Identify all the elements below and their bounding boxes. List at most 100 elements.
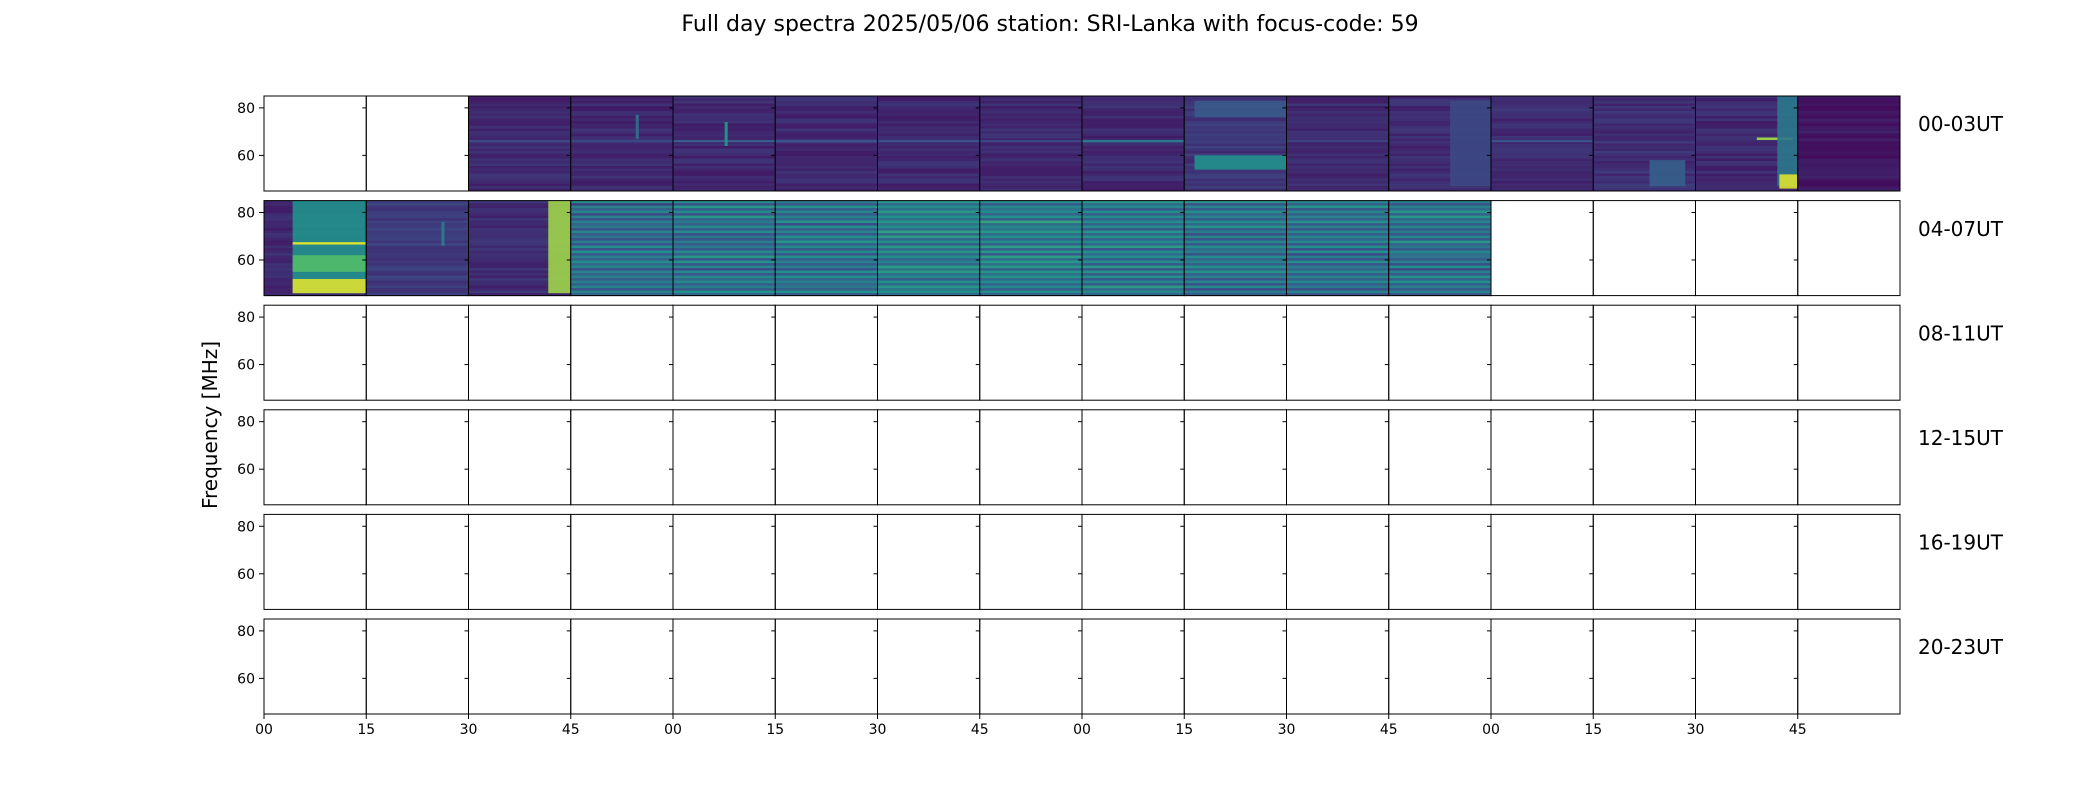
spectrum-cell [775, 166, 878, 169]
spectrum-cell [1082, 208, 1185, 212]
spectrum-cell [1082, 225, 1185, 229]
spectrum-cell [1388, 273, 1492, 277]
spectrum-cell [673, 260, 776, 264]
spectrum-cell [1184, 188, 1287, 192]
spectrum-cell [877, 143, 981, 147]
spectrum-cell [570, 260, 674, 264]
spectrum-cell [673, 208, 776, 212]
spectrum-cell [1388, 176, 1492, 179]
spectrum-cell [1286, 208, 1390, 212]
row-label: 16-19UT [1918, 531, 2004, 555]
spectrum-cell [1388, 153, 1492, 157]
spectrum-cell [1286, 151, 1390, 154]
panel-frame [1183, 513, 1287, 610]
spectra-row: 60 80 00-03UT [237, 95, 2004, 192]
spectrum-cell [775, 215, 878, 219]
spectrum-cell [1491, 143, 1594, 147]
spectrum-cell [1695, 178, 1799, 182]
spectrum-cell [979, 203, 1083, 207]
spectrum-cell [877, 275, 981, 279]
spectrum-cell [468, 143, 572, 147]
spectrum-cell [570, 173, 674, 177]
spectrum-cell [1797, 153, 1901, 157]
spectrum-cell [366, 200, 469, 204]
spectrum-cell [1286, 248, 1390, 252]
spectrum-cell [1797, 133, 1901, 137]
spectrum-cell [1491, 108, 1594, 112]
spectrum-cell [570, 176, 674, 179]
spectrum-cell [979, 101, 1083, 104]
spectrum-cell [1286, 148, 1390, 152]
spectrum-cell [570, 158, 674, 162]
spectrum-cell [1491, 136, 1594, 139]
spectrum-cell [775, 168, 878, 172]
spectrum-cell [570, 143, 674, 147]
spectrum-cell [673, 188, 776, 192]
spectrum-cell [979, 285, 1083, 289]
spectrum-panel [669, 513, 776, 610]
spectrum-cell [877, 158, 981, 162]
spectrum-cell [877, 118, 981, 122]
spectrum-cell [1797, 101, 1901, 104]
spectrum-cell [1797, 96, 1901, 99]
spectrum-cell [877, 285, 981, 289]
chart-title: Full day spectra 2025/05/06 station: SRI… [681, 12, 1419, 37]
spectrum-cell [1695, 136, 1799, 139]
spectrum-cell [673, 205, 776, 209]
spectrum-cell [1184, 210, 1287, 214]
spectrum-cell [1184, 248, 1287, 252]
spectrum-cell [366, 208, 469, 212]
spectrum-cell [1797, 138, 1901, 142]
spectrum-cell [1593, 98, 1696, 102]
spectrum-cell [673, 123, 776, 127]
spectrum-cell [468, 223, 572, 227]
spectrum-cell [673, 176, 776, 179]
spectrum-cell [1695, 188, 1799, 192]
spectrum-cell [1491, 178, 1594, 182]
spectrum-cell [1184, 283, 1287, 287]
panel-frame [774, 304, 878, 401]
spectrum-cell [1388, 106, 1492, 109]
panel-frame [672, 304, 776, 401]
panel-frame [1592, 409, 1696, 506]
spectrum-cell [775, 223, 878, 227]
spectrum-cell [1184, 273, 1287, 277]
spectrum-cell [1593, 143, 1696, 147]
spectrum-cell [1184, 148, 1287, 152]
spectrum-cell [468, 126, 572, 129]
spectrum-cell [1593, 128, 1696, 132]
spectrum-cell [1388, 131, 1492, 134]
spectrum-cell [1286, 141, 1390, 144]
spectrum-band [292, 255, 367, 272]
spectrum-cell [979, 220, 1083, 224]
spectrum-panel [1282, 618, 1390, 715]
spectrum-cell [1388, 186, 1492, 189]
spectrum-cell [775, 200, 878, 204]
spectrum-cell [979, 103, 1083, 107]
spectrum-cell [570, 290, 674, 294]
spectrum-cell [1388, 156, 1492, 159]
panel-frame [365, 409, 469, 506]
spectrum-cell [1286, 235, 1390, 239]
spectrum-cell [877, 108, 981, 112]
spectrum-cell [673, 148, 776, 152]
spectrum-cell [877, 230, 981, 234]
spectrum-cell [366, 235, 469, 239]
spectrum-panel [1487, 513, 1594, 610]
spectrum-cell [673, 156, 776, 159]
spectrum-cell [1695, 181, 1799, 184]
spectrum-cell [775, 153, 878, 157]
spectrum-cell [468, 98, 572, 102]
panel-frame [1695, 409, 1799, 506]
spectrum-cell [673, 288, 776, 292]
spectrum-cell [468, 275, 572, 279]
spectrum-cell [468, 103, 572, 107]
spectrum-cell [979, 248, 1083, 252]
spectrum-cell [468, 113, 572, 117]
spectrum-cell [570, 215, 674, 219]
spectrum-cell [1184, 288, 1287, 292]
spectrum-cell [1388, 280, 1492, 284]
spectrum-cell [979, 123, 1083, 127]
y-tick-label: 60 [237, 567, 255, 583]
spectrum-cell [570, 148, 674, 152]
